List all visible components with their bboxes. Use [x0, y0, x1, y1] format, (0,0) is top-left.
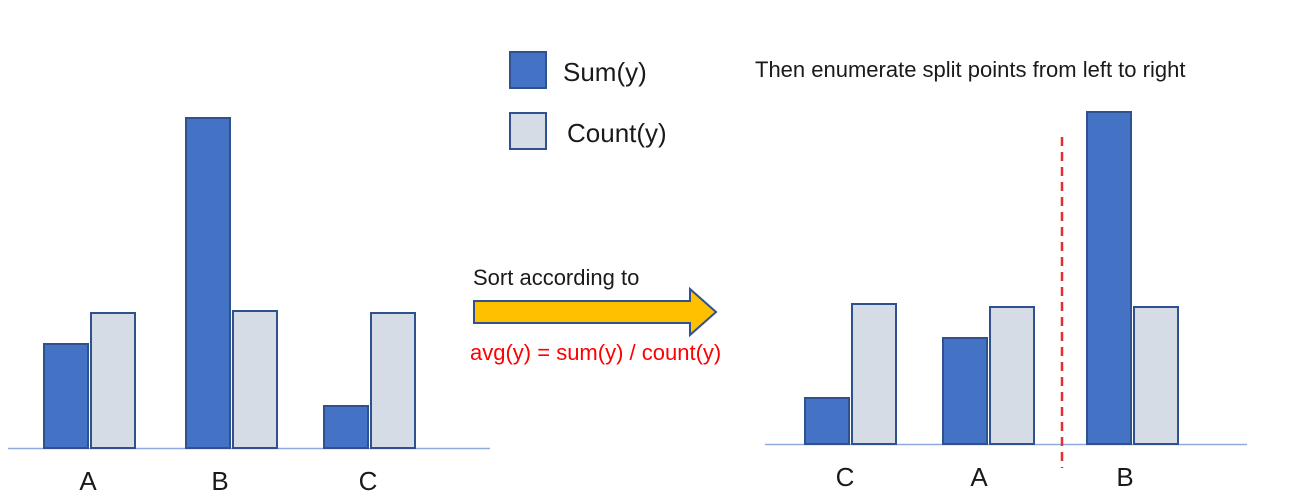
count-bar-b: [1133, 306, 1179, 445]
sum-bar-a: [43, 343, 89, 449]
category-label-c: C: [359, 466, 378, 496]
category-label-a: A: [970, 462, 988, 492]
left-bar-chart: A B C: [8, 117, 490, 496]
legend: Sum(y) Count(y): [509, 51, 667, 150]
sort-label: Sort according to: [473, 265, 639, 290]
category-label-a: A: [79, 466, 97, 496]
count-bar-b: [232, 310, 278, 449]
count-bar-c: [851, 303, 897, 445]
sum-bar-c: [804, 397, 850, 445]
sort-formula: avg(y) = sum(y) / count(y): [470, 340, 721, 365]
category-label-c: C: [836, 462, 855, 492]
sum-bar-b: [1086, 111, 1132, 445]
sort-arrow: Sort according to avg(y) = sum(y) / coun…: [470, 265, 721, 365]
count-bar-a: [90, 312, 136, 449]
right-chart-title: Then enumerate split points from left to…: [755, 57, 1185, 82]
sum-bar-c: [323, 405, 369, 449]
sum-bar-b: [185, 117, 231, 449]
category-label-b: B: [1116, 462, 1133, 492]
sum-bar-a: [942, 337, 988, 445]
category-label-b: B: [211, 466, 228, 496]
legend-count-swatch: [509, 112, 547, 150]
legend-sum-label: Sum(y): [563, 57, 647, 87]
count-bar-c: [370, 312, 416, 449]
count-bar-a: [989, 306, 1035, 445]
arrow-shape: [473, 286, 718, 338]
legend-count-label: Count(y): [567, 118, 667, 148]
legend-sum-swatch: [509, 51, 547, 89]
